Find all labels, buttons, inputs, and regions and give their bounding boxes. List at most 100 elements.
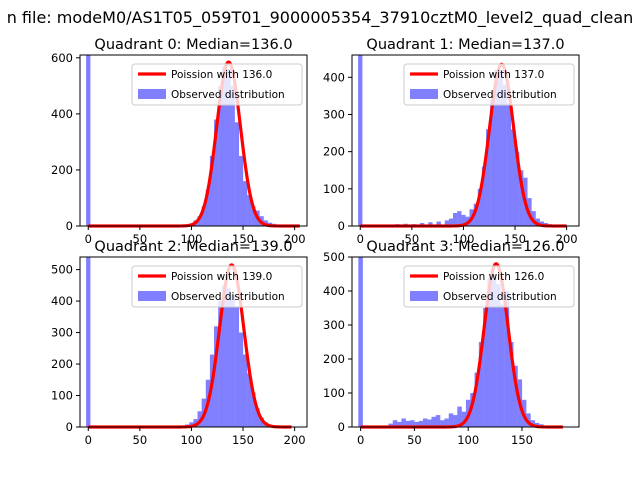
- histogram-bar: [530, 420, 535, 427]
- panel-title: Quadrant 0: Median=136.0: [94, 37, 292, 53]
- histogram-bar: [427, 419, 432, 427]
- histogram-bar: [247, 373, 252, 427]
- histogram-bar: [431, 416, 437, 427]
- x-tick-label: 0: [357, 433, 364, 447]
- histogram-bar: [444, 220, 450, 226]
- legend-fit-label: Poission with 137.0: [443, 69, 544, 81]
- x-tick-label: 50: [407, 433, 422, 447]
- x-tick-label: 50: [133, 232, 148, 246]
- y-tick-label: 200: [51, 357, 73, 371]
- histogram-bar: [504, 291, 510, 427]
- x-tick-label: 200: [284, 433, 306, 447]
- quadrant-0-panel: 0 50 100 150 200 0 200 400 600 Quadrant 0: Median…: [51, 37, 308, 246]
- panel-title: Quadrant 2: Median=139.0: [94, 239, 292, 255]
- legend-box: [131, 265, 303, 308]
- y-tick-label: 100: [323, 182, 345, 196]
- histogram-bar: [473, 203, 478, 226]
- axes-frame: [351, 256, 580, 428]
- histogram-bar: [418, 420, 424, 427]
- legend-hist-swatch: [138, 89, 166, 99]
- histogram-bar: [461, 411, 467, 427]
- x-tick-label: 150: [504, 232, 526, 246]
- histogram-bar: [448, 413, 454, 427]
- histogram-bar: [506, 103, 512, 226]
- x-tick-label: 0: [85, 433, 92, 447]
- histogram-bar: [496, 284, 501, 427]
- figure-suptitle: n file: modeM0/AS1T05_059T01_9000005354_…: [7, 8, 634, 28]
- histogram-bar: [234, 122, 240, 226]
- histogram-bar: [513, 365, 518, 427]
- histogram-bar: [481, 166, 487, 226]
- x-tick-label: 150: [232, 232, 254, 246]
- x-tick-label: 0: [357, 232, 364, 246]
- quadrant-1-panel: 0 50 100 150 200 0 100 200 300 400 Quadrant 1: Med…: [323, 37, 580, 246]
- quadrant-3-panel: 0 50 100 150 0 100 200 300 400 500 Quadrant 3: Med…: [323, 239, 580, 447]
- legend-fit-label: Poission with 136.0: [171, 69, 272, 81]
- legend-box: [403, 63, 575, 106]
- panel-title: Quadrant 3: Median=126.0: [366, 239, 564, 255]
- legend-hist-label: Observed distribution: [171, 89, 285, 101]
- x-tick-label: 200: [284, 232, 306, 246]
- histogram-bar: [436, 221, 441, 226]
- histogram-bar: [440, 420, 445, 427]
- histogram-bar: [435, 415, 441, 427]
- histogram-bar: [189, 422, 194, 427]
- histogram-bar: [486, 129, 491, 226]
- x-tick-label: 150: [232, 433, 254, 447]
- histogram-bar: [238, 155, 244, 226]
- histogram-bar: [500, 304, 505, 427]
- legend-box: [403, 265, 575, 308]
- histogram-bar: [247, 195, 252, 226]
- histogram-bar: [453, 212, 458, 226]
- y-tick-label: 0: [66, 420, 73, 434]
- legend-hist-swatch: [410, 291, 438, 301]
- histogram-bar: [251, 392, 256, 427]
- axes-frame: [79, 54, 308, 227]
- histogram-bar: [218, 301, 223, 427]
- histogram-bar: [230, 85, 235, 227]
- histogram-bar: [422, 418, 428, 427]
- histogram-bar: [214, 119, 219, 226]
- axes-frame: [351, 54, 580, 227]
- legend-fit-label: Poission with 126.0: [443, 271, 544, 283]
- histogram-bar: [470, 393, 475, 427]
- histogram-bar: [392, 420, 398, 427]
- legend-hist-label: Observed distribution: [443, 291, 557, 303]
- histogram-bar: [242, 181, 248, 226]
- y-tick-label: 400: [51, 107, 73, 121]
- histogram-bar: [478, 342, 484, 427]
- panel-title: Quadrant 1: Median=137.0: [366, 37, 564, 53]
- x-tick-label: 150: [511, 433, 533, 447]
- histogram-bar: [230, 294, 235, 427]
- histogram-bar: [397, 421, 402, 427]
- y-tick-label: 100: [323, 386, 345, 400]
- x-tick-label: 50: [133, 433, 148, 447]
- histogram-bar: [494, 69, 499, 226]
- histogram-bar: [490, 99, 495, 226]
- x-tick-label: 100: [180, 433, 202, 447]
- histogram-bar: [218, 85, 223, 227]
- histogram-bar: [535, 218, 540, 226]
- histogram-bar: [226, 69, 231, 227]
- legend-fit-label: Poission with 139.0: [171, 271, 272, 283]
- y-tick-label: 200: [323, 145, 345, 159]
- y-tick-label: 0: [338, 219, 345, 233]
- y-tick-label: 200: [51, 163, 73, 177]
- x-tick-label: 100: [452, 232, 474, 246]
- histogram-bar: [519, 170, 524, 226]
- y-tick-label: 0: [338, 420, 345, 434]
- y-tick-label: 600: [51, 51, 73, 65]
- histogram-bar: [205, 189, 211, 226]
- histogram-bar: [405, 420, 411, 427]
- histogram-bar: [457, 406, 462, 427]
- histogram-bar: [474, 372, 480, 427]
- x-tick-label: 50: [405, 232, 420, 246]
- histogram-spike-bar: [86, 257, 91, 427]
- x-tick-label: 100: [180, 232, 202, 246]
- y-tick-label: 0: [66, 219, 73, 233]
- legend-hist-label: Observed distribution: [443, 89, 557, 101]
- histogram-bar: [498, 69, 503, 226]
- histogram-bar: [401, 418, 406, 427]
- histogram-bar: [242, 354, 248, 427]
